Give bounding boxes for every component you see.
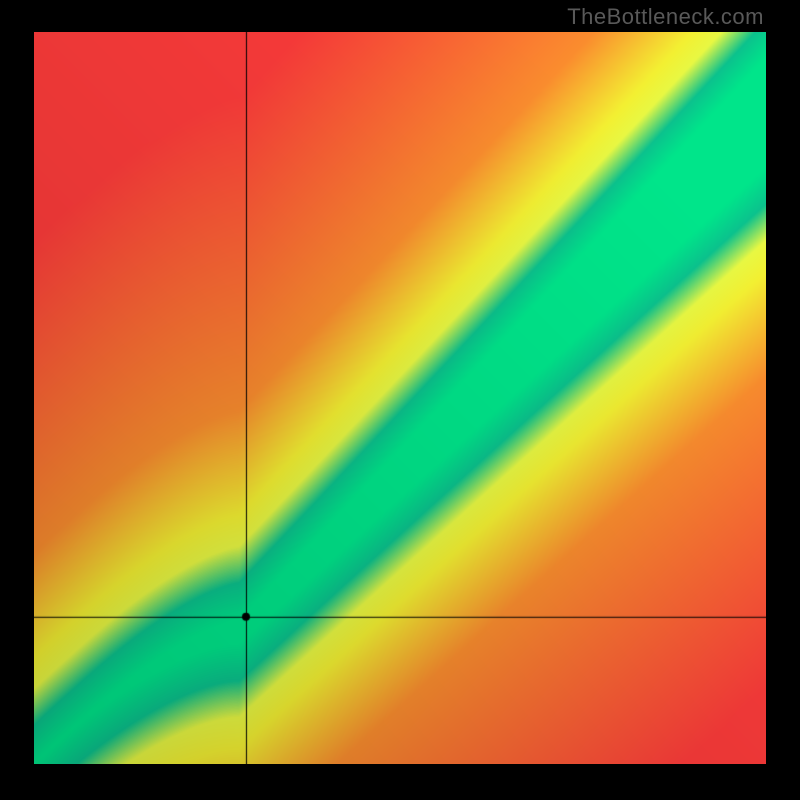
watermark-text: TheBottleneck.com (567, 4, 764, 30)
heatmap-canvas (34, 32, 766, 764)
heatmap-plot-area (34, 32, 766, 764)
